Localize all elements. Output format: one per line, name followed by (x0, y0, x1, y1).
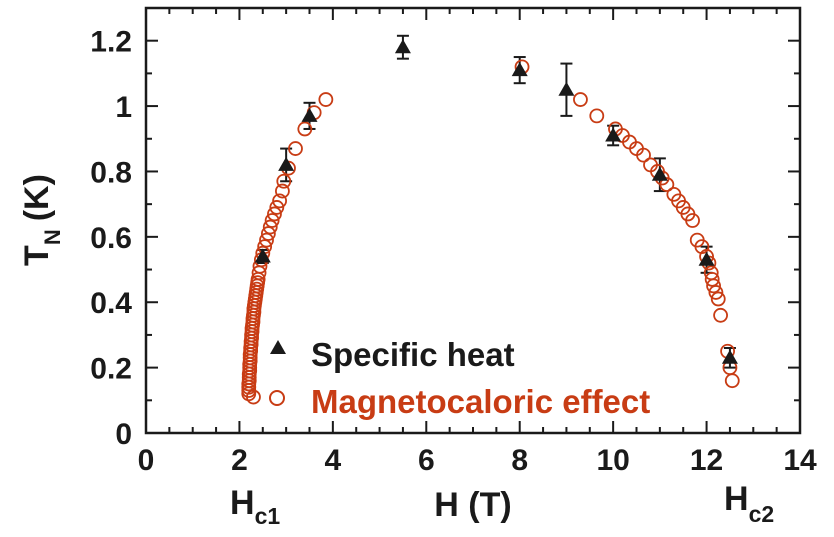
mce-point (573, 92, 588, 107)
series-magnetocaloric (241, 59, 740, 405)
hc2-subscript: c2 (749, 501, 775, 527)
specific-heat-point (511, 62, 528, 77)
legend: Specific heat Magnetocaloric effect (269, 336, 650, 420)
specific-heat-point (394, 39, 411, 54)
mce-point (659, 177, 675, 192)
mce-point (262, 219, 278, 235)
specific-heat-point (698, 251, 715, 266)
hc1-annotation: Hc1 (230, 484, 280, 529)
mce-point (260, 226, 276, 241)
y-tick-label: 0.6 (90, 222, 132, 255)
mce-point (706, 278, 721, 294)
mce-point (275, 183, 290, 199)
x-tick-label: 8 (511, 444, 528, 477)
mce-point (264, 213, 280, 228)
x-tick-label: 2 (231, 444, 248, 477)
mce-point (246, 389, 261, 405)
x-tick-label: 10 (596, 444, 629, 477)
x-axis-label: H (T) (434, 486, 511, 524)
mce-point (269, 200, 285, 215)
specific-heat-point (301, 107, 318, 122)
x-tick-label: 12 (690, 444, 723, 477)
mce-point (708, 285, 724, 300)
y-tick-label: 0 (115, 418, 132, 451)
y-tick-label: 0.8 (90, 156, 132, 189)
legend-label-magnetocaloric: Magnetocaloric effect (311, 383, 650, 420)
mce-point (704, 271, 720, 287)
specific-heat-point (558, 81, 575, 96)
mce-point (272, 193, 288, 209)
y-tick-label: 0.4 (90, 287, 132, 320)
x-tick-label: 0 (138, 444, 155, 477)
axis-ticks (145, 7, 801, 434)
mce-point (713, 307, 728, 323)
specific-heat-point (605, 127, 622, 142)
mce-point (267, 206, 282, 222)
x-tick-label: 6 (418, 444, 435, 477)
y-axis-label-subscript: N (40, 229, 65, 245)
mce-point (636, 147, 651, 163)
x-tick-label: 4 (325, 444, 342, 477)
y-axis-label-main: T (18, 245, 56, 266)
legend-triangle-marker (270, 340, 286, 354)
specific-heat-point (721, 349, 738, 364)
mce-point (288, 141, 303, 156)
axis-tick-labels: 0 2 4 6 8 10 12 14 0 0.2 0.4 0.6 0.8 1 1.2 (90, 26, 817, 477)
x-tick-label: 14 (783, 444, 817, 477)
y-tick-label: 1.2 (90, 26, 132, 59)
mce-point (276, 173, 292, 189)
y-tick-label: 1 (115, 91, 132, 124)
mce-point (685, 213, 700, 228)
specific-heat-point (278, 156, 295, 171)
mce-point (589, 108, 605, 124)
hc1-subscript: c1 (255, 503, 281, 529)
y-axis-label-unit: (K) (18, 174, 56, 221)
legend-circle-marker (269, 390, 285, 406)
hc2-annotation: Hc2 (724, 480, 774, 527)
mce-point (318, 92, 334, 107)
series-specific-heat (254, 39, 738, 364)
hc1-main: H (230, 484, 255, 522)
legend-label-specific-heat: Specific heat (311, 336, 515, 373)
mce-point (259, 232, 274, 248)
specific-heat-point (651, 166, 668, 181)
mce-point (724, 373, 740, 389)
y-axis-label: TN (K) (18, 174, 65, 266)
hc2-main: H (724, 480, 749, 518)
mce-point (297, 121, 313, 137)
mce-point (710, 291, 726, 307)
y-tick-label: 0.2 (90, 353, 132, 386)
specific-heat-point (254, 248, 271, 263)
